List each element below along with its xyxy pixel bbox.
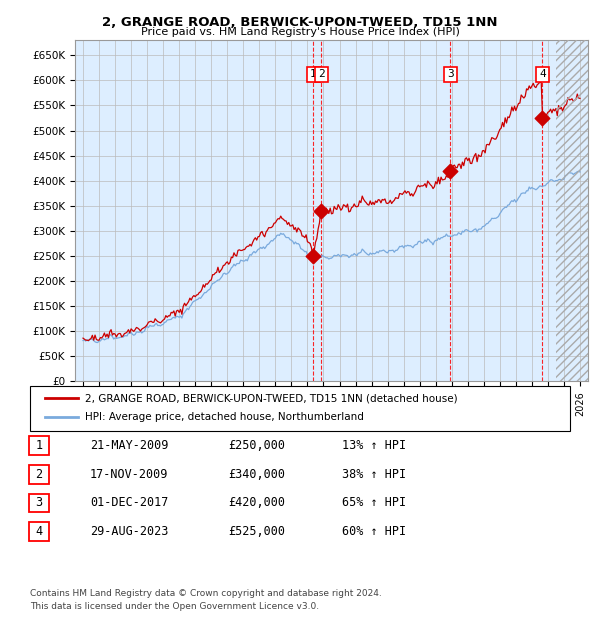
Text: 3: 3 [447,69,454,79]
Text: £420,000: £420,000 [228,497,285,510]
Text: 29-AUG-2023: 29-AUG-2023 [90,525,169,538]
Point [308,251,318,261]
Text: £525,000: £525,000 [228,525,285,538]
Bar [556,40,588,381]
Point [538,113,547,123]
Text: Contains HM Land Registry data © Crown copyright and database right 2024.: Contains HM Land Registry data © Crown c… [30,590,382,598]
Text: 65% ↑ HPI: 65% ↑ HPI [342,497,406,510]
Text: 38% ↑ HPI: 38% ↑ HPI [342,468,406,481]
Text: 2, GRANGE ROAD, BERWICK-UPON-TWEED, TD15 1NN: 2, GRANGE ROAD, BERWICK-UPON-TWEED, TD15… [102,16,498,29]
Text: 1: 1 [310,69,317,79]
Text: Price paid vs. HM Land Registry's House Price Index (HPI): Price paid vs. HM Land Registry's House … [140,27,460,37]
Text: This data is licensed under the Open Government Licence v3.0.: This data is licensed under the Open Gov… [30,602,319,611]
Text: 4: 4 [539,69,546,79]
Text: 2: 2 [35,468,43,481]
Text: 2: 2 [318,69,325,79]
Text: HPI: Average price, detached house, Northumberland: HPI: Average price, detached house, Nort… [85,412,364,422]
Text: 13% ↑ HPI: 13% ↑ HPI [342,440,406,453]
Point [446,166,455,175]
Text: 3: 3 [35,497,43,510]
Text: 60% ↑ HPI: 60% ↑ HPI [342,525,406,538]
Text: £340,000: £340,000 [228,468,285,481]
Text: 21-MAY-2009: 21-MAY-2009 [90,440,169,453]
Text: 2, GRANGE ROAD, BERWICK-UPON-TWEED, TD15 1NN (detached house): 2, GRANGE ROAD, BERWICK-UPON-TWEED, TD15… [85,393,458,403]
Point [317,206,326,216]
Text: £250,000: £250,000 [228,440,285,453]
Text: 17-NOV-2009: 17-NOV-2009 [90,468,169,481]
Text: 1: 1 [35,440,43,453]
Text: 4: 4 [35,525,43,538]
Text: 01-DEC-2017: 01-DEC-2017 [90,497,169,510]
